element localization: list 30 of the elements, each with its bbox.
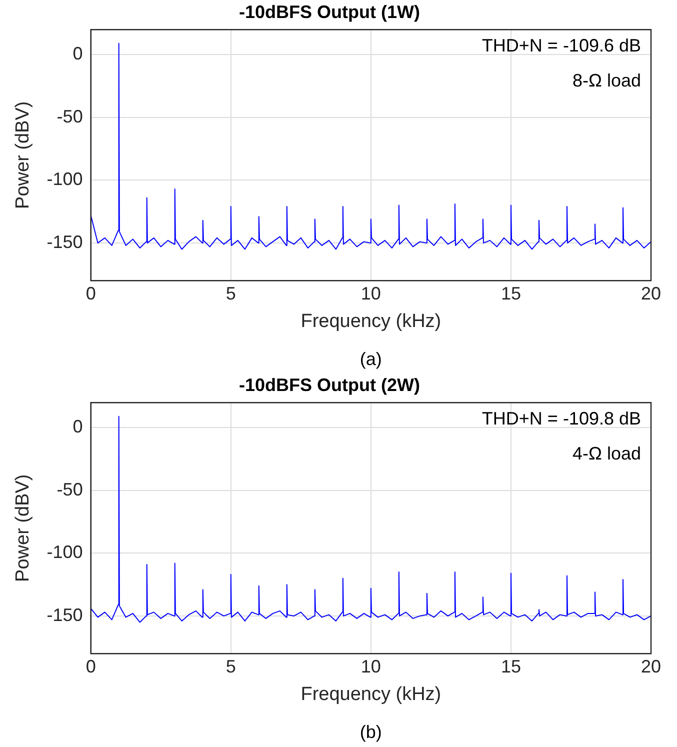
text: (a) [360,348,382,369]
y-tick-label: 0 [72,416,83,437]
x-tick-label: 5 [226,283,236,304]
x-tick-label: 0 [86,283,96,304]
x-axis-title: Frequency (kHz) [300,684,442,705]
x-tick-label: 20 [640,283,662,304]
annotation: 4-Ω load [572,444,641,464]
annotation: THD+N = -109.6 dB [482,36,641,56]
y-axis-title: Power (dBV) [12,474,34,582]
y-tick-label: -150 [46,232,83,252]
annotation: THD+N = -109.8 dB [482,408,641,429]
y-tick-label: 0 [72,44,83,64]
y-tick-label: -150 [46,604,83,625]
x-tick-label: 0 [86,656,96,676]
chart-title: -10dBFS Output (1W) [239,2,420,22]
x-tick-label: 20 [640,656,662,676]
x-axis-title: Frequency (kHz) [300,310,442,332]
text: (b) [360,722,382,742]
y-tick-label: -50 [56,106,83,126]
x-tick-label: 10 [360,283,381,304]
y-tick-label: -100 [46,542,83,562]
x-tick-label: 5 [226,656,236,676]
x-tick-label: 15 [500,656,521,676]
y-tick-label: -50 [56,479,83,500]
chart-title: -10dBFS Output (2W) [239,374,420,395]
x-tick-label: 15 [500,283,521,304]
annotation: 8-Ω load [572,70,641,91]
y-tick-label: -100 [46,169,83,190]
x-tick-label: 10 [360,656,381,676]
y-axis-title: Power (dBV) [12,101,34,209]
